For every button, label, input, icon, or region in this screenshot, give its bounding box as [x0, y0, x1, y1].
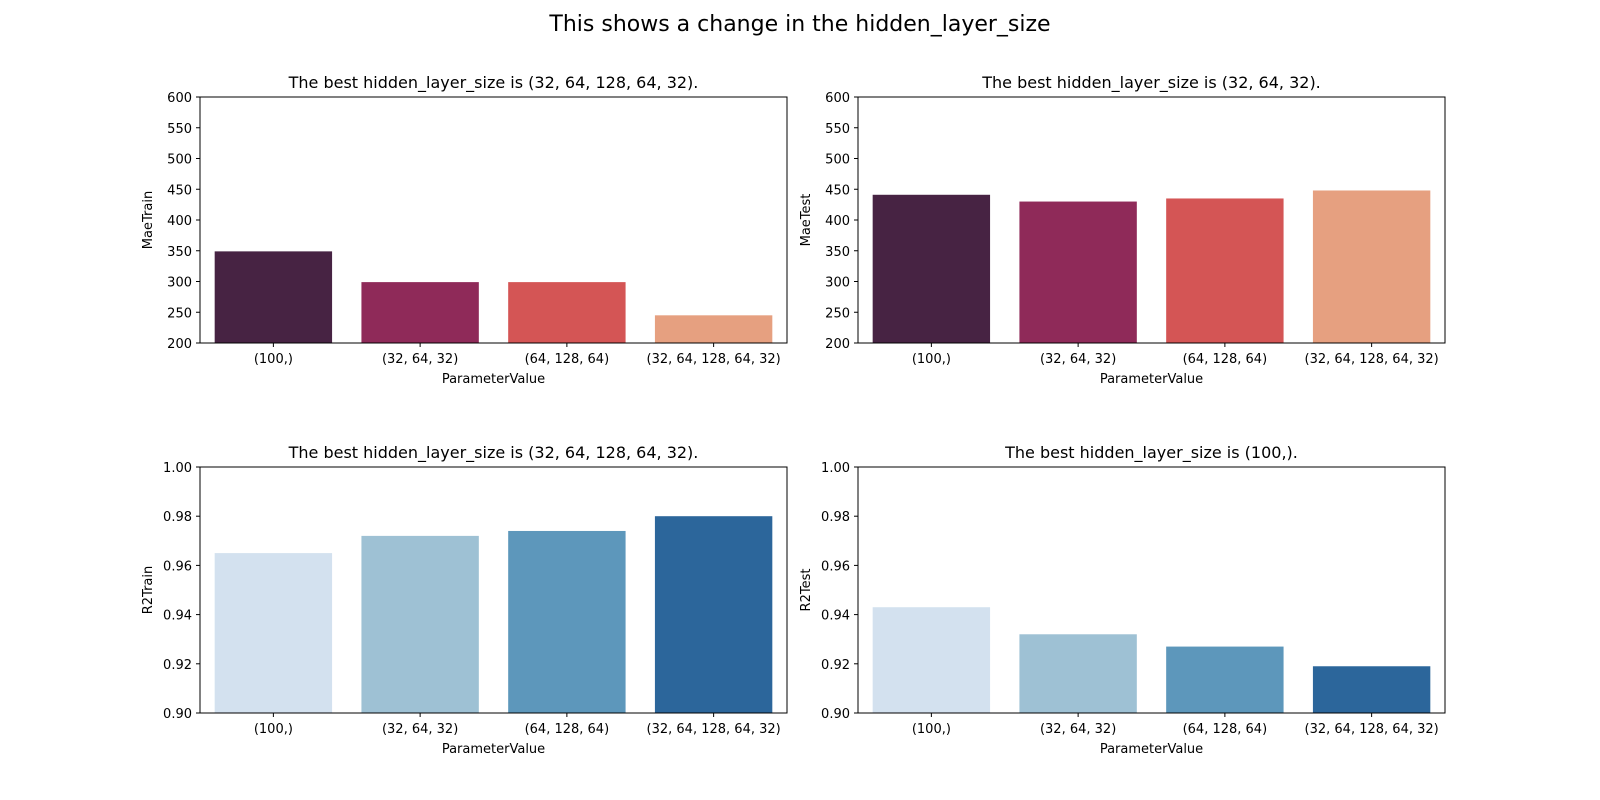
bar — [872, 607, 991, 713]
y-tick-label: 1.00 — [163, 461, 192, 476]
y-axis-label: R2Test — [799, 569, 814, 612]
x-tick-label: (32, 64, 128, 64, 32) — [1305, 722, 1439, 737]
y-tick-label: 0.92 — [163, 658, 192, 673]
bar — [872, 194, 991, 343]
x-tick-label: (32, 64, 128, 64, 32) — [647, 722, 781, 737]
bar — [508, 530, 626, 713]
y-tick-label: 350 — [167, 245, 192, 260]
x-tick-label: (100,) — [912, 722, 951, 737]
bar — [1166, 198, 1284, 343]
figure-title: This shows a change in the hidden_layer_… — [549, 12, 1051, 37]
y-tick-label: 600 — [825, 91, 850, 106]
y-tick-label: 500 — [167, 153, 192, 168]
y-tick-label: 0.96 — [821, 559, 850, 574]
x-tick-label: (100,) — [254, 352, 293, 367]
y-tick-label: 300 — [167, 276, 192, 291]
y-tick-label: 0.90 — [163, 707, 192, 722]
y-tick-label: 450 — [825, 183, 850, 198]
subplot-3: 0.90 0.92 0.94 0.96 0.98 1.00 (100,) (32, 64, 3… — [141, 443, 788, 757]
x-tick-label: (32, 64, 32) — [1040, 352, 1116, 367]
subplot-4: 0.90 0.92 0.94 0.96 0.98 1.00 (100,) (32, 64, 3… — [799, 443, 1446, 757]
subplot-title: The best hidden_layer_size is (100,). — [1004, 443, 1298, 463]
x-tick-label: (100,) — [254, 722, 293, 737]
x-tick-label: (32, 64, 128, 64, 32) — [647, 352, 781, 367]
subplot-title: The best hidden_layer_size is (32, 64, 3… — [981, 73, 1321, 93]
axes-frame — [199, 466, 788, 714]
x-axis-label: ParameterValue — [1100, 372, 1203, 387]
y-tick-label: 550 — [167, 122, 192, 137]
bar — [1019, 634, 1137, 713]
x-tick-label: (32, 64, 32) — [382, 352, 458, 367]
bar — [214, 251, 333, 343]
bar — [1312, 666, 1431, 713]
x-tick-label: (32, 64, 32) — [382, 722, 458, 737]
subplot-title: The best hidden_layer_size is (32, 64, 1… — [288, 443, 699, 463]
y-tick-label: 450 — [167, 183, 192, 198]
bar — [654, 315, 773, 343]
y-tick-label: 0.94 — [821, 609, 850, 624]
y-tick-label: 400 — [825, 214, 850, 229]
y-axis-label: MaeTest — [799, 194, 814, 247]
bar — [508, 282, 626, 343]
y-tick-label: 350 — [825, 245, 850, 260]
bar — [361, 535, 479, 713]
bar — [654, 516, 773, 713]
axes-frame — [857, 466, 1446, 714]
y-tick-label: 0.96 — [163, 559, 192, 574]
bar — [1166, 646, 1284, 713]
x-tick-label: (32, 64, 128, 64, 32) — [1305, 352, 1439, 367]
y-tick-label: 550 — [825, 122, 850, 137]
subplot-title: The best hidden_layer_size is (32, 64, 1… — [288, 73, 699, 93]
x-tick-label: (100,) — [912, 352, 951, 367]
y-axis-label: MaeTrain — [141, 191, 156, 249]
x-axis-label: ParameterValue — [1100, 742, 1203, 757]
y-tick-label: 0.90 — [821, 707, 850, 722]
y-tick-label: 0.98 — [163, 510, 192, 525]
x-tick-label: (64, 128, 64) — [525, 352, 610, 367]
y-tick-label: 500 — [825, 153, 850, 168]
subplot-1: 200 250 300 350 400 450 500 550 600 (100,) (32, 64… — [141, 73, 788, 387]
bar — [361, 282, 479, 343]
y-tick-label: 0.92 — [821, 658, 850, 673]
y-tick-label: 0.94 — [163, 609, 192, 624]
bar — [1312, 190, 1431, 343]
y-tick-label: 250 — [825, 306, 850, 321]
y-tick-label: 200 — [825, 337, 850, 352]
y-tick-label: 250 — [167, 306, 192, 321]
y-tick-label: 400 — [167, 214, 192, 229]
x-tick-label: (64, 128, 64) — [1183, 352, 1268, 367]
y-tick-label: 0.98 — [821, 510, 850, 525]
x-tick-label: (64, 128, 64) — [1183, 722, 1268, 737]
bar — [1019, 201, 1137, 343]
bar — [214, 553, 333, 713]
y-axis-label: R2Train — [141, 566, 156, 615]
y-tick-label: 1.00 — [821, 461, 850, 476]
y-tick-label: 300 — [825, 276, 850, 291]
subplot-2: 200 250 300 350 400 450 500 550 600 (100,) (32, 64… — [799, 73, 1446, 387]
x-axis-label: ParameterValue — [442, 742, 545, 757]
y-tick-label: 200 — [167, 337, 192, 352]
x-axis-label: ParameterValue — [442, 372, 545, 387]
y-tick-label: 600 — [167, 91, 192, 106]
x-tick-label: (32, 64, 32) — [1040, 722, 1116, 737]
x-tick-label: (64, 128, 64) — [525, 722, 610, 737]
